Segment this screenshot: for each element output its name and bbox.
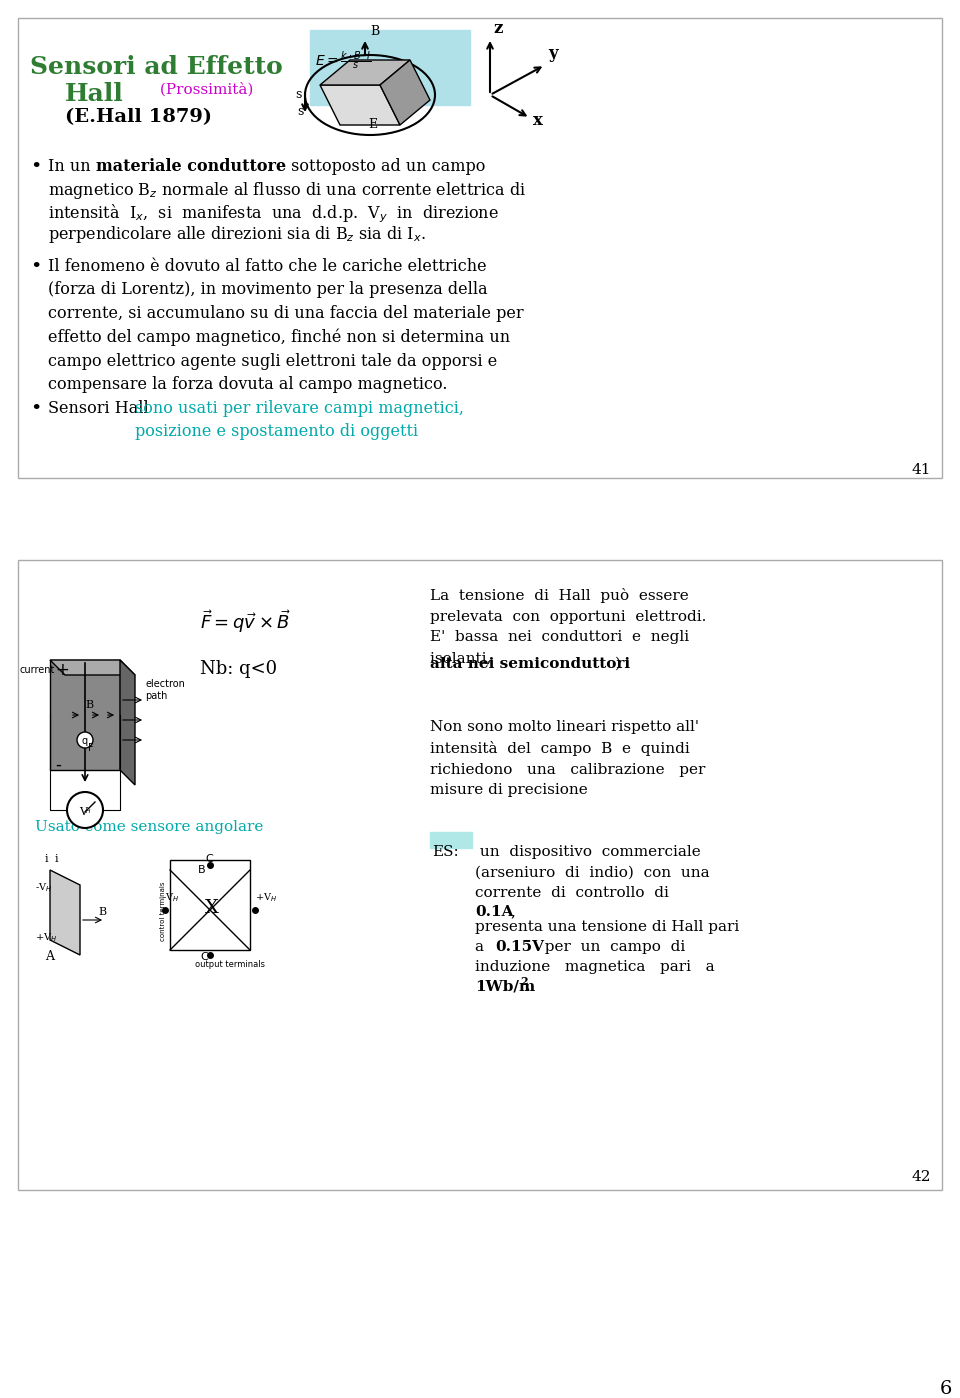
Text: alta nei semiconduttori: alta nei semiconduttori xyxy=(430,657,630,671)
Text: 0.1A: 0.1A xyxy=(475,905,514,918)
Polygon shape xyxy=(320,85,400,124)
Text: induzione   magnetica   pari   a: induzione magnetica pari a xyxy=(475,960,714,974)
Text: (E.Hall 1879): (E.Hall 1879) xyxy=(65,108,212,126)
Text: +V$_H$: +V$_H$ xyxy=(35,931,58,944)
Text: Usato come sensore angolare: Usato come sensore angolare xyxy=(35,821,263,835)
Text: In un: In un xyxy=(48,158,96,175)
Text: magnetico B$_z$ normale al flusso di una corrente elettrica di: magnetico B$_z$ normale al flusso di una… xyxy=(48,180,526,201)
Text: a: a xyxy=(475,939,503,953)
Text: La  tensione  di  Hall  può  essere
prelevata  con  opportuni  elettrodi.
E'  ba: La tensione di Hall può essere prelevata… xyxy=(430,589,707,665)
Text: $E = \frac{k \cdot B \cdot I}{s}$: $E = \frac{k \cdot B \cdot I}{s}$ xyxy=(315,50,372,73)
Text: -: - xyxy=(55,756,60,774)
Polygon shape xyxy=(320,60,410,85)
Text: E: E xyxy=(368,117,377,131)
Text: B: B xyxy=(98,907,107,917)
Text: un  dispositivo  commerciale
(arseniuro  di  indio)  con  una
corrente  di  cont: un dispositivo commerciale (arseniuro di… xyxy=(475,844,709,900)
Polygon shape xyxy=(120,660,135,786)
Text: B: B xyxy=(85,700,93,710)
Circle shape xyxy=(67,793,103,828)
Text: 6: 6 xyxy=(940,1380,952,1398)
Text: intensità  I$_x$,  si  manifesta  una  d.d.p.  V$_y$  in  direzione: intensità I$_x$, si manifesta una d.d.p.… xyxy=(48,201,499,225)
Text: -V$_H$: -V$_H$ xyxy=(35,881,53,893)
Text: $\vec{F} = q\vec{v} \times \vec{B}$: $\vec{F} = q\vec{v} \times \vec{B}$ xyxy=(200,608,291,635)
Text: 0.15V: 0.15V xyxy=(495,939,544,953)
Text: +V$_H$: +V$_H$ xyxy=(255,891,277,903)
Polygon shape xyxy=(50,660,135,675)
Text: •: • xyxy=(30,158,41,176)
Text: Non sono molto lineari rispetto all'
intensità  del  campo  B  e  quindi
richied: Non sono molto lineari rispetto all' int… xyxy=(430,720,706,797)
Text: materiale conduttore: materiale conduttore xyxy=(96,158,286,175)
Text: 1Wb/m: 1Wb/m xyxy=(475,980,536,994)
Text: per  un  campo  di: per un campo di xyxy=(535,939,685,953)
Text: -V$_H$: -V$_H$ xyxy=(162,891,180,903)
Text: output terminals: output terminals xyxy=(195,960,265,969)
Bar xyxy=(170,860,250,951)
Text: Hall: Hall xyxy=(65,82,124,106)
Text: B: B xyxy=(198,865,205,875)
Text: Nb: q<0: Nb: q<0 xyxy=(200,660,277,678)
Text: 2: 2 xyxy=(520,976,528,987)
Text: ): ) xyxy=(615,657,621,671)
Polygon shape xyxy=(50,660,120,770)
Text: presenta una tensione di Hall pari: presenta una tensione di Hall pari xyxy=(475,920,739,934)
Bar xyxy=(310,29,470,105)
Text: ,: , xyxy=(510,905,515,918)
Text: Sensori ad Effetto: Sensori ad Effetto xyxy=(30,55,283,80)
Text: A: A xyxy=(45,951,54,963)
Bar xyxy=(430,832,472,849)
Text: (Prossimità): (Prossimità) xyxy=(155,82,253,96)
Text: .: . xyxy=(525,980,530,994)
Text: •: • xyxy=(30,259,41,275)
Text: •: • xyxy=(30,400,41,418)
Polygon shape xyxy=(50,870,80,955)
Text: sono usati per rilevare campi magnetici,
posizione e spostamento di oggetti: sono usati per rilevare campi magnetici,… xyxy=(135,400,464,440)
Text: i: i xyxy=(45,854,49,864)
Text: +: + xyxy=(55,661,69,679)
Text: 42: 42 xyxy=(912,1170,931,1184)
Text: B: B xyxy=(370,25,379,38)
Text: y: y xyxy=(548,45,558,62)
Text: X: X xyxy=(205,899,219,917)
Text: perpendicolare alle direzioni sia di B$_z$ sia di I$_x$.: perpendicolare alle direzioni sia di B$_… xyxy=(48,224,426,245)
Polygon shape xyxy=(380,60,430,124)
Text: Sensori Hall: Sensori Hall xyxy=(48,400,154,417)
Text: $_H$: $_H$ xyxy=(85,808,91,816)
Bar xyxy=(18,561,942,1190)
Circle shape xyxy=(77,733,93,748)
Text: C: C xyxy=(200,952,207,962)
Text: q: q xyxy=(82,735,88,747)
Text: C: C xyxy=(205,854,213,864)
Text: ES:: ES: xyxy=(432,844,459,858)
Text: V: V xyxy=(79,807,87,816)
Text: z: z xyxy=(493,20,502,36)
Text: i: i xyxy=(55,854,59,864)
Text: electron
path: electron path xyxy=(145,679,185,700)
Text: current: current xyxy=(20,665,56,675)
Text: x: x xyxy=(533,112,542,129)
Text: 41: 41 xyxy=(912,463,931,477)
Text: Il fenomeno è dovuto al fatto che le cariche elettriche
(forza di Lorentz), in m: Il fenomeno è dovuto al fatto che le car… xyxy=(48,259,523,393)
Text: control terminals: control terminals xyxy=(160,882,166,941)
Text: s: s xyxy=(295,88,301,101)
Text: sottoposto ad un campo: sottoposto ad un campo xyxy=(286,158,485,175)
Text: s: s xyxy=(297,105,303,117)
Text: F: F xyxy=(88,742,94,754)
Bar xyxy=(18,18,942,478)
